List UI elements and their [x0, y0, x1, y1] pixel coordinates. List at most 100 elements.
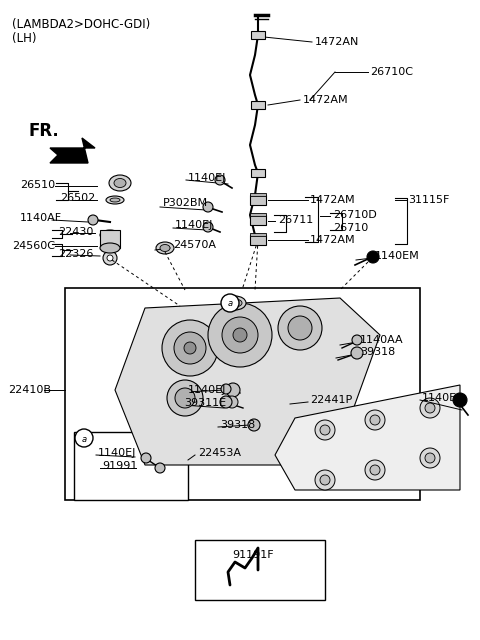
Text: a: a [228, 300, 233, 308]
Bar [250, 193, 266, 196]
Bar [251, 169, 265, 177]
Bar [250, 233, 266, 236]
Circle shape [155, 463, 165, 473]
Circle shape [420, 398, 440, 418]
Text: 1140ER: 1140ER [422, 393, 465, 403]
Text: 22441P: 22441P [310, 395, 352, 405]
Ellipse shape [160, 244, 170, 252]
Ellipse shape [106, 196, 124, 204]
Text: 24560C: 24560C [12, 241, 55, 251]
Circle shape [215, 175, 225, 185]
Bar [250, 235, 266, 245]
Circle shape [233, 328, 247, 342]
Text: 1472AM: 1472AM [303, 95, 348, 105]
Text: 26711: 26711 [278, 215, 313, 225]
Bar [74, 432, 188, 500]
Text: 1472AM: 1472AM [310, 235, 356, 245]
Circle shape [107, 255, 113, 261]
Circle shape [453, 393, 467, 407]
Text: 22326: 22326 [58, 249, 94, 259]
Text: 1140AF: 1140AF [20, 213, 62, 223]
Bar [100, 230, 120, 248]
Ellipse shape [228, 299, 242, 307]
Circle shape [88, 215, 98, 225]
Bar [250, 195, 266, 205]
Circle shape [425, 453, 435, 463]
Circle shape [288, 316, 312, 340]
Bar [251, 236, 265, 244]
Bar [65, 288, 420, 500]
Ellipse shape [100, 243, 120, 253]
Ellipse shape [224, 296, 246, 310]
Text: 1472AN: 1472AN [315, 37, 360, 47]
Circle shape [320, 425, 330, 435]
Text: 39318: 39318 [220, 420, 255, 430]
Text: (LAMBDA2>DOHC-GDI): (LAMBDA2>DOHC-GDI) [12, 18, 150, 31]
Circle shape [162, 320, 218, 376]
Ellipse shape [156, 242, 174, 254]
Ellipse shape [100, 230, 120, 240]
Circle shape [184, 342, 196, 354]
Circle shape [315, 470, 335, 490]
Circle shape [220, 396, 232, 408]
Circle shape [425, 403, 435, 413]
Circle shape [248, 419, 260, 431]
Circle shape [352, 335, 362, 345]
Circle shape [203, 202, 213, 212]
Circle shape [365, 460, 385, 480]
Text: (LH): (LH) [12, 32, 36, 45]
Text: 26710C: 26710C [370, 67, 413, 77]
Circle shape [75, 429, 93, 447]
Circle shape [141, 453, 151, 463]
Circle shape [174, 332, 206, 364]
Circle shape [370, 415, 380, 425]
Circle shape [365, 410, 385, 430]
Text: 1140EJ: 1140EJ [188, 173, 227, 183]
Circle shape [222, 317, 258, 353]
Text: 24570A: 24570A [173, 240, 216, 250]
Polygon shape [50, 138, 95, 163]
Circle shape [226, 396, 238, 408]
Bar [251, 101, 265, 109]
Bar [195, 540, 325, 600]
Text: 26710D: 26710D [333, 210, 377, 220]
Text: P302BM: P302BM [163, 198, 208, 208]
Text: FR.: FR. [28, 122, 59, 140]
Circle shape [103, 251, 117, 265]
Circle shape [420, 448, 440, 468]
Text: 1140EJ: 1140EJ [175, 220, 214, 230]
Circle shape [226, 383, 240, 397]
Text: 26502: 26502 [60, 193, 95, 203]
Text: 1140EJ: 1140EJ [98, 448, 136, 458]
Circle shape [221, 294, 239, 312]
Circle shape [167, 380, 203, 416]
Circle shape [203, 222, 213, 232]
Ellipse shape [114, 179, 126, 188]
Text: 39311E: 39311E [184, 398, 226, 408]
Text: 1140EM: 1140EM [375, 251, 420, 261]
Text: 1140EJ: 1140EJ [188, 385, 227, 395]
Bar [250, 215, 266, 225]
Text: 1140AA: 1140AA [360, 335, 404, 345]
Text: 22453A: 22453A [198, 448, 241, 458]
Ellipse shape [109, 175, 131, 191]
Circle shape [367, 251, 379, 263]
Polygon shape [115, 298, 380, 465]
Circle shape [221, 384, 231, 394]
Text: 1472AM: 1472AM [310, 195, 356, 205]
Circle shape [278, 306, 322, 350]
Text: 22410B: 22410B [8, 385, 51, 395]
Circle shape [208, 303, 272, 367]
Text: 91991: 91991 [102, 461, 137, 471]
Text: 26510: 26510 [20, 180, 55, 190]
Circle shape [351, 347, 363, 359]
Circle shape [175, 388, 195, 408]
Text: a: a [82, 435, 86, 444]
Circle shape [370, 465, 380, 475]
Bar [251, 31, 265, 39]
Bar [250, 213, 266, 216]
Text: 31115F: 31115F [408, 195, 449, 205]
Text: 91191F: 91191F [232, 550, 274, 560]
Circle shape [315, 420, 335, 440]
Text: 39318: 39318 [360, 347, 395, 357]
